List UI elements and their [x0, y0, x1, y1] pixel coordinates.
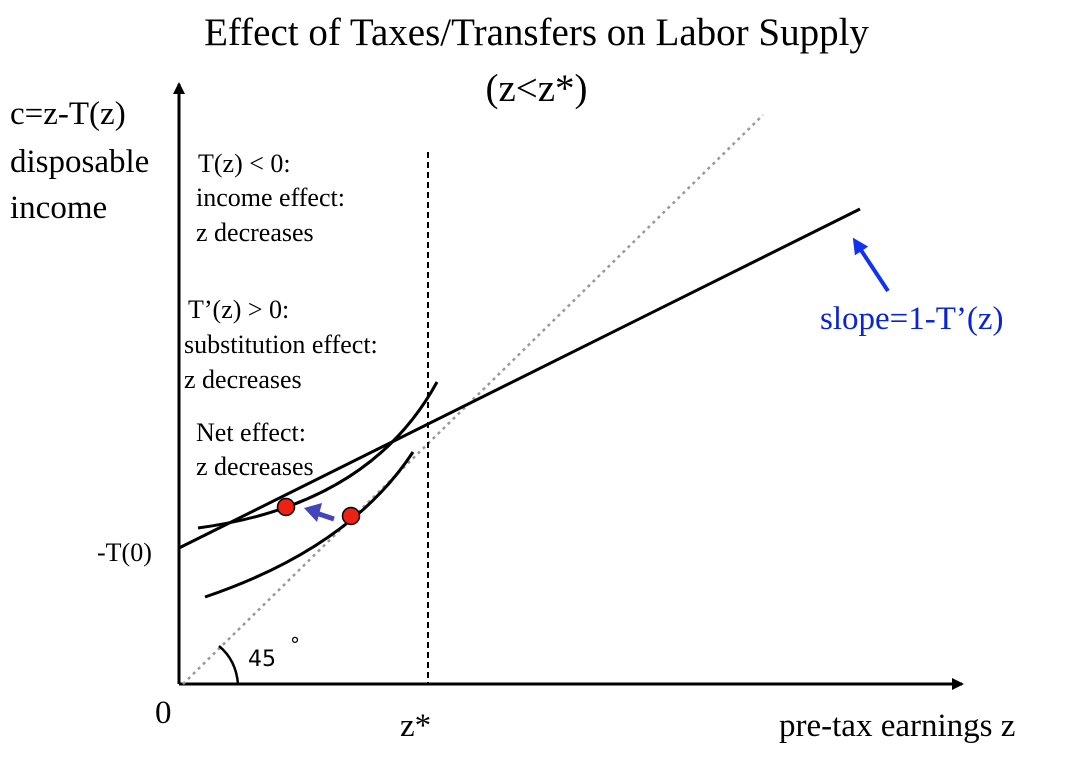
lower-indifference-curve — [204, 451, 415, 599]
z-star-label: z* — [400, 708, 432, 744]
new-equilibrium-point — [276, 497, 296, 517]
chart-subtitle: (z<z*) — [485, 67, 588, 110]
substitution-effect-line1: T’(z) > 0: — [188, 295, 290, 324]
y-axis-label-line1: c=z-T(z) — [10, 96, 126, 132]
movement-arrow-head — [304, 503, 322, 522]
slope-label: slope=1-T’(z) — [820, 301, 1004, 337]
net-effect-line1: Net effect: — [196, 418, 306, 447]
initial-equilibrium-point — [341, 506, 361, 526]
origin-label: 0 — [155, 695, 172, 731]
budget-line — [178, 207, 861, 550]
upper-indifference-curve — [197, 381, 439, 530]
slope-arrow — [852, 237, 890, 293]
y-axis-label-line3: income — [10, 190, 108, 226]
substitution-effect-line2: substitution effect: — [184, 330, 378, 359]
y-axis-label-line2: disposable — [10, 144, 150, 180]
forty-five-degree-line — [182, 114, 764, 685]
angle-label: 45 — [248, 647, 276, 672]
income-effect-line3: z decreases — [196, 218, 314, 247]
intercept-label: -T(0) — [97, 538, 152, 567]
income-effect-line1: T(z) < 0: — [198, 149, 291, 178]
degree-symbol: ° — [290, 633, 300, 657]
income-effect-line2: income effect: — [196, 183, 345, 212]
x-axis-label: pre-tax earnings z — [779, 708, 1016, 744]
chart-title: Effect of Taxes/Transfers on Labor Suppl… — [204, 11, 869, 54]
net-effect-line2: z decreases — [196, 452, 314, 481]
substitution-effect-line3: z decreases — [184, 365, 302, 394]
angle-arc — [218, 645, 240, 685]
